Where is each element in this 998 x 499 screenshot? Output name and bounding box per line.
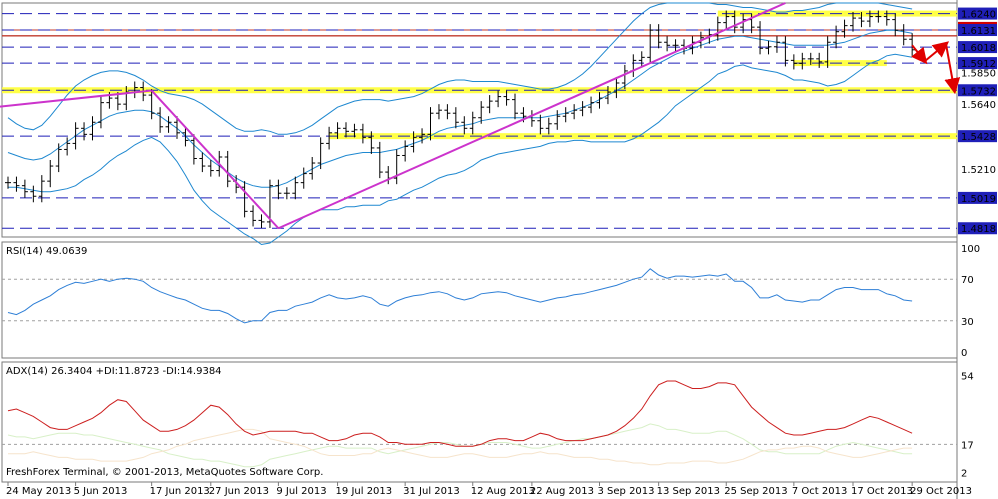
level-label-1-bg xyxy=(958,24,997,37)
price-axis-tick-2: 1.5640 xyxy=(961,100,996,111)
x-tick-label-1: 5 Jun 2013 xyxy=(74,486,128,497)
rsi-tick-1: 70 xyxy=(961,275,974,286)
x-tick-label-13: 17 Oct 2013 xyxy=(851,486,913,497)
level-label-3-bg xyxy=(958,57,997,70)
x-tick-label-2: 17 Jun 2013 xyxy=(150,486,210,497)
adx-tick-1: 17 xyxy=(961,440,974,451)
rsi-tick-2: 30 xyxy=(961,317,974,328)
level-label-0-bg xyxy=(958,7,997,20)
adx-tick-0: 54 xyxy=(961,371,974,382)
plus-di-line xyxy=(7,423,913,468)
adx-title: ADX(14) 26.3404 +DI:11.8723 -DI:14.9384 xyxy=(6,366,222,377)
x-tick-label-4: 9 Jul 2013 xyxy=(276,486,326,497)
forecast-arrow-1 xyxy=(924,41,950,62)
x-tick-label-7: 12 Aug 2013 xyxy=(471,486,535,497)
x-tick-label-5: 19 Jul 2013 xyxy=(336,486,393,497)
adx-line xyxy=(7,380,913,447)
level-label-3: 1.5912 xyxy=(961,59,996,70)
level-label-5: 1.5428 xyxy=(961,132,996,143)
bollinger-lower xyxy=(8,53,913,246)
level-label-4: 1.5732 xyxy=(961,86,996,97)
price-panel-frame xyxy=(1,2,958,238)
rsi-tick-0: 100 xyxy=(961,244,980,255)
level-label-2-bg xyxy=(958,41,997,54)
forecast-arrow-2 xyxy=(944,43,961,95)
bollinger-middle xyxy=(7,29,913,188)
x-tick-label-11: 25 Sep 2013 xyxy=(724,486,787,497)
level-label-6: 1.5019 xyxy=(961,194,996,205)
x-tick-label-12: 7 Oct 2013 xyxy=(792,486,847,497)
minus-di-line xyxy=(8,428,913,466)
x-tick-label-6: 31 Jul 2013 xyxy=(403,486,460,497)
price-axis-tick-3: 1.5210 xyxy=(961,165,996,176)
level-label-1: 1.6131 xyxy=(961,26,996,37)
level-label-4-bg xyxy=(958,84,997,97)
x-tick-label-9: 3 Sep 2013 xyxy=(598,486,655,497)
level-label-5-bg xyxy=(958,130,997,143)
forecast-arrow-0 xyxy=(911,44,928,65)
x-tick-label-8: 22 Aug 2013 xyxy=(530,486,594,497)
level-label-7-bg xyxy=(958,222,997,235)
trendline-1 xyxy=(150,89,280,229)
bollinger-upper xyxy=(7,2,913,135)
level-label-6-bg xyxy=(958,191,997,204)
trendline-2 xyxy=(277,2,786,230)
adx-tick-2: 2 xyxy=(961,468,967,479)
x-tick-label-0: 24 May 2013 xyxy=(6,486,71,497)
rsi-tick-3: 0 xyxy=(961,348,967,359)
rsi-line xyxy=(7,268,913,324)
rsi-title: RSI(14) 49.0639 xyxy=(6,246,87,257)
level-label-0: 1.6240 xyxy=(961,10,996,21)
copyright-text: FreshForex Terminal, © 2001-2013, MetaQu… xyxy=(6,467,324,478)
price-axis-tick-1: 1.5850 xyxy=(961,68,996,79)
x-tick-label-14: 29 Oct 2013 xyxy=(910,486,972,497)
x-tick-label-10: 13 Sep 2013 xyxy=(657,486,720,497)
trendline-0 xyxy=(0,89,152,108)
level-label-7: 1.4818 xyxy=(961,224,996,235)
level-label-2: 1.6018 xyxy=(961,43,996,54)
x-tick-label-3: 27 Jun 2013 xyxy=(209,486,269,497)
